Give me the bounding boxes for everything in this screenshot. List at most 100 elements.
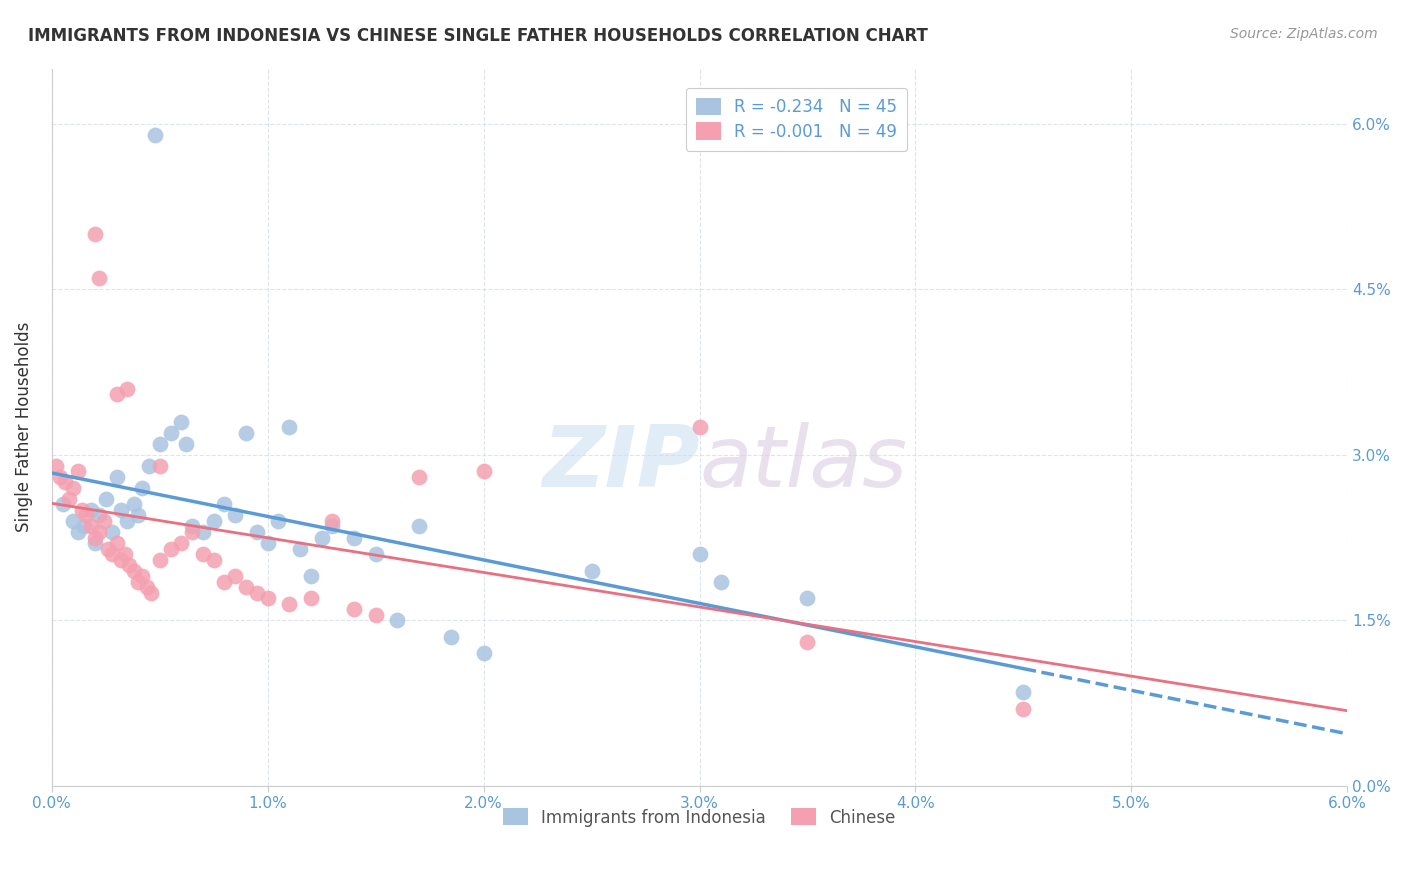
Point [94,491,117,506]
Point [170,536,193,550]
Point [214,574,236,589]
Point [181,519,204,533]
Point [387,613,409,627]
Point [364,547,387,561]
Point [93,514,115,528]
Point [51,497,73,511]
Point [202,514,225,528]
Point [472,464,495,478]
Point [299,569,322,583]
Point [278,597,301,611]
Point [321,519,343,533]
Point [288,541,311,556]
Point [135,580,157,594]
Point [97,541,120,556]
Point [689,547,711,561]
Point [235,425,257,440]
Point [79,519,101,533]
Point [58,491,80,506]
Point [299,591,322,606]
Point [408,519,430,533]
Text: Source: ZipAtlas.com: Source: ZipAtlas.com [1230,27,1378,41]
Point [246,585,269,599]
Point [70,503,93,517]
Point [89,524,111,539]
Point [139,585,162,599]
Point [278,420,301,434]
Point [105,536,128,550]
Point [127,508,149,523]
Point [1012,685,1035,699]
Point [343,531,366,545]
Point [89,271,111,285]
Point [689,420,711,434]
Point [89,508,111,523]
Point [159,425,181,440]
Point [191,524,214,539]
Point [364,607,387,622]
Point [105,470,128,484]
Text: atlas: atlas [700,422,907,505]
Y-axis label: Single Father Households: Single Father Households [15,322,32,533]
Point [53,475,76,490]
Point [117,382,139,396]
Point [62,481,84,495]
Point [796,591,818,606]
Point [149,552,172,566]
Point [79,503,101,517]
Point [49,470,72,484]
Point [84,531,107,545]
Point [321,514,343,528]
Point [710,574,733,589]
Point [110,552,132,566]
Point [122,564,145,578]
Point [174,436,197,450]
Point [73,519,96,533]
Point [170,415,193,429]
Point [66,464,89,478]
Point [149,436,172,450]
Point [256,536,278,550]
Point [311,531,333,545]
Point [149,458,172,473]
Point [101,524,124,539]
Point [145,128,167,142]
Point [122,497,145,511]
Point [472,646,495,660]
Point [45,458,67,473]
Point [440,630,463,644]
Legend: Immigrants from Indonesia, Chinese: Immigrants from Indonesia, Chinese [495,800,904,835]
Point [131,569,153,583]
Point [127,574,149,589]
Point [1012,701,1035,715]
Point [224,569,246,583]
Point [159,541,181,556]
Point [117,514,139,528]
Point [62,514,84,528]
Point [343,602,366,616]
Point [224,508,246,523]
Point [246,524,269,539]
Point [267,514,290,528]
Text: ZIP: ZIP [541,422,700,505]
Point [138,458,160,473]
Point [66,524,89,539]
Point [101,547,124,561]
Point [408,470,430,484]
Point [114,547,136,561]
Point [84,536,107,550]
Point [110,503,132,517]
Point [118,558,141,573]
Point [84,227,107,241]
Point [581,564,603,578]
Point [202,552,225,566]
Point [75,508,97,523]
Point [214,497,236,511]
Point [191,547,214,561]
Point [105,387,128,401]
Point [235,580,257,594]
Point [181,524,204,539]
Point [796,635,818,649]
Text: IMMIGRANTS FROM INDONESIA VS CHINESE SINGLE FATHER HOUSEHOLDS CORRELATION CHART: IMMIGRANTS FROM INDONESIA VS CHINESE SIN… [28,27,928,45]
Point [256,591,278,606]
